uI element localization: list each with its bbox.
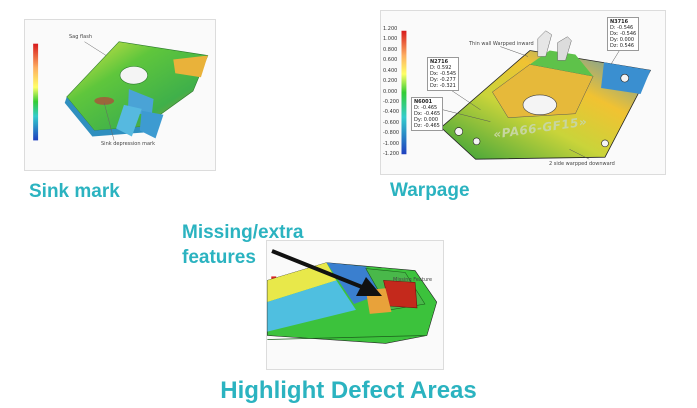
warp-scale-label: 0.800 [383, 46, 398, 53]
warp-annot-top: Thin wall Warpped inward [469, 41, 534, 47]
warp-scale-label: 0.200 [383, 78, 398, 85]
warp-scale-label: -0.200 [383, 98, 400, 105]
warp-scale-label: 0.400 [383, 67, 398, 74]
warp-color-scale [401, 30, 407, 155]
sink-annot-bottom: Sink depression mark [101, 141, 155, 147]
warp-scale-label: -0.600 [383, 119, 400, 126]
missing-callout-line1: Missing/extra [182, 222, 304, 243]
warp-scale-label: -0.800 [383, 130, 400, 137]
sink-mark-render [33, 41, 209, 141]
warp-scale-label: -1.000 [383, 140, 400, 147]
warp-legend-left: N2716 D: 0.592 Dx: -0.545 Dy: -0.277 Dz:… [427, 57, 460, 91]
sink-mark-caption: Sink mark [29, 181, 120, 202]
color-scale-bar [33, 43, 39, 141]
missing-features-render [267, 262, 438, 344]
warpage-image: 1.200 1.000 0.800 0.600 0.400 0.200 0.000 -0.20… [380, 10, 666, 175]
warp-scale-label: 1.200 [383, 26, 398, 32]
sink-annot-top: Sag flash [69, 34, 92, 40]
warp-scale-label: 0.000 [383, 88, 398, 95]
footer-title: Highlight Defect Areas [220, 377, 477, 404]
warp-scale-label: -1.200 [383, 151, 400, 157]
warp-annot-bottom: 2 side warpped downward [549, 161, 615, 167]
warp-scale-label: 0.600 [383, 57, 398, 64]
warp-legend-top: N3716 D: -0.546 Dx: -0.546 Dy: 0.000 Dz:… [607, 17, 640, 51]
missing-callout-line2: features [182, 247, 256, 268]
sink-defect-spot [94, 96, 115, 105]
warp-scale-label: 1.000 [383, 36, 398, 43]
sink-mark-image: Sag flash Sink depression mark [24, 19, 216, 171]
missing-annot: Missing Feature [393, 277, 433, 283]
missing-features-image: Missing Feature [266, 240, 444, 370]
warpage-render [401, 30, 652, 160]
warpage-caption: Warpage [390, 180, 470, 201]
warp-legend-mid: N6001 D: -0.465 Dx: -0.465 Dy: 0.000 Dz:… [411, 97, 444, 131]
warp-scale-label: -0.400 [383, 109, 400, 116]
